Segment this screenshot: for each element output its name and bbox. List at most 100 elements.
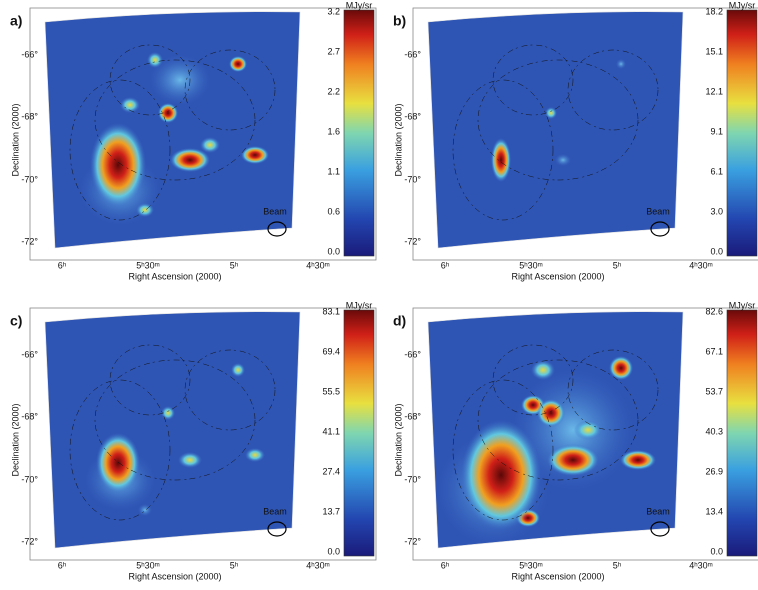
y-tick-label: -66°: [21, 49, 38, 59]
colorbar-tick-label: 13.4: [705, 506, 723, 516]
colorbar-unit: MJy/sr: [729, 0, 756, 10]
colorbar-tick-label: 82.6: [705, 306, 723, 316]
x-tick-label: 6ʰ: [58, 560, 67, 570]
x-tick-label: 4ʰ30ᵐ: [689, 260, 713, 270]
colorbar-unit: MJy/sr: [346, 300, 373, 310]
y-axis-label: Declination (2000): [393, 403, 403, 476]
colorbar-tick-label: 0.0: [710, 546, 723, 556]
x-axis-label: Right Ascension (2000): [511, 571, 604, 581]
emission-blob: [616, 59, 626, 69]
colorbar: [344, 310, 374, 556]
colorbar-tick-label: 0.0: [710, 246, 723, 256]
panel-label: a): [10, 13, 22, 29]
sky-map: [45, 312, 300, 548]
x-tick-label: 5ʰ30ᵐ: [519, 260, 543, 270]
colorbar-tick-label: 2.7: [327, 46, 340, 56]
y-axis-label: Declination (2000): [393, 103, 403, 176]
colorbar-tick-label: 2.2: [327, 86, 340, 96]
colorbar-tick-label: 13.7: [322, 506, 340, 516]
emission-blob: [231, 363, 245, 377]
emission-blob: [620, 450, 656, 470]
colorbar-tick-label: 0.6: [327, 206, 340, 216]
emission-blob: [491, 138, 511, 182]
y-tick-label: -72°: [21, 536, 38, 546]
x-tick-label: 6ʰ: [58, 260, 67, 270]
panel: b) -66° -68° -70° -72° 6ʰ 5ʰ30ᵐ 5ʰ 4ʰ30ᵐ Right As…: [393, 0, 758, 281]
emission-blob: [537, 399, 565, 427]
beam-label: Beam: [646, 206, 670, 216]
y-tick-label: -72°: [404, 236, 421, 246]
y-tick-label: -70°: [404, 174, 421, 184]
colorbar-tick-label: 69.4: [322, 346, 340, 356]
panel-label: b): [393, 13, 406, 29]
sky-map: [45, 12, 300, 248]
emission-blob: [90, 123, 146, 207]
colorbar-unit: MJy/sr: [346, 0, 373, 10]
colorbar-tick-label: 67.1: [705, 346, 723, 356]
x-tick-label: 5ʰ30ᵐ: [136, 260, 160, 270]
colorbar-tick-label: 6.1: [710, 166, 723, 176]
x-axis-label: Right Ascension (2000): [511, 271, 604, 281]
colorbar-tick-label: 0.0: [327, 546, 340, 556]
emission-blob: [96, 433, 140, 493]
y-tick-label: -66°: [21, 349, 38, 359]
x-axis-label: Right Ascension (2000): [128, 271, 221, 281]
panel-label: c): [10, 313, 22, 329]
emission-blob: [120, 97, 140, 113]
emission-blob: [200, 137, 220, 153]
x-tick-label: 4ʰ30ᵐ: [306, 260, 330, 270]
emission-blob: [531, 360, 555, 380]
x-tick-label: 5ʰ: [613, 560, 622, 570]
emission-blob: [555, 154, 571, 166]
colorbar-tick-label: 15.1: [705, 46, 723, 56]
colorbar-tick-label: 41.1: [322, 426, 340, 436]
emission-blob: [547, 444, 599, 476]
beam-label: Beam: [263, 506, 287, 516]
colorbar-tick-label: 1.1: [327, 166, 340, 176]
colorbar-tick-label: 27.4: [322, 466, 340, 476]
colorbar-tick-label: 55.5: [322, 386, 340, 396]
beam-label: Beam: [263, 206, 287, 216]
y-tick-label: -72°: [21, 236, 38, 246]
emission-blob: [461, 420, 541, 530]
beam-label: Beam: [646, 506, 670, 516]
x-tick-label: 4ʰ30ᵐ: [689, 560, 713, 570]
colorbar-tick-label: 3.2: [327, 6, 340, 16]
x-tick-label: 5ʰ30ᵐ: [519, 560, 543, 570]
colorbar: [727, 310, 757, 556]
x-tick-label: 4ʰ30ᵐ: [306, 560, 330, 570]
x-tick-label: 5ʰ: [613, 260, 622, 270]
y-axis-label: Declination (2000): [10, 403, 20, 476]
y-tick-label: -68°: [404, 411, 421, 421]
y-tick-label: -70°: [404, 474, 421, 484]
colorbar-unit: MJy/sr: [729, 300, 756, 310]
colorbar-tick-label: 1.6: [327, 126, 340, 136]
y-tick-label: -66°: [404, 49, 421, 59]
y-tick-label: -68°: [21, 111, 38, 121]
colorbar-tick-label: 9.1: [710, 126, 723, 136]
emission-blob: [170, 148, 210, 172]
colorbar-tick-label: 3.0: [710, 206, 723, 216]
emission-blob: [609, 356, 633, 380]
y-axis-label: Declination (2000): [10, 103, 20, 176]
colorbar: [344, 10, 374, 256]
figure: a) -66° -68° -70° -72° 6ʰ 5ʰ30ᵐ 5ʰ 4ʰ30ᵐ Right As…: [0, 0, 758, 585]
y-tick-label: -70°: [21, 474, 38, 484]
colorbar-tick-label: 12.1: [705, 86, 723, 96]
x-tick-label: 5ʰ: [230, 260, 239, 270]
colorbar: [727, 10, 757, 256]
colorbar-tick-label: 83.1: [322, 306, 340, 316]
x-tick-label: 6ʰ: [441, 260, 450, 270]
x-axis-label: Right Ascension (2000): [128, 571, 221, 581]
colorbar-tick-label: 18.2: [705, 6, 723, 16]
colorbar-tick-label: 26.9: [705, 466, 723, 476]
emission-blob: [178, 452, 202, 468]
y-tick-label: -68°: [404, 111, 421, 121]
y-tick-label: -72°: [404, 536, 421, 546]
x-tick-label: 5ʰ: [230, 560, 239, 570]
emission-blob: [545, 107, 557, 119]
emission-blob: [158, 103, 178, 123]
